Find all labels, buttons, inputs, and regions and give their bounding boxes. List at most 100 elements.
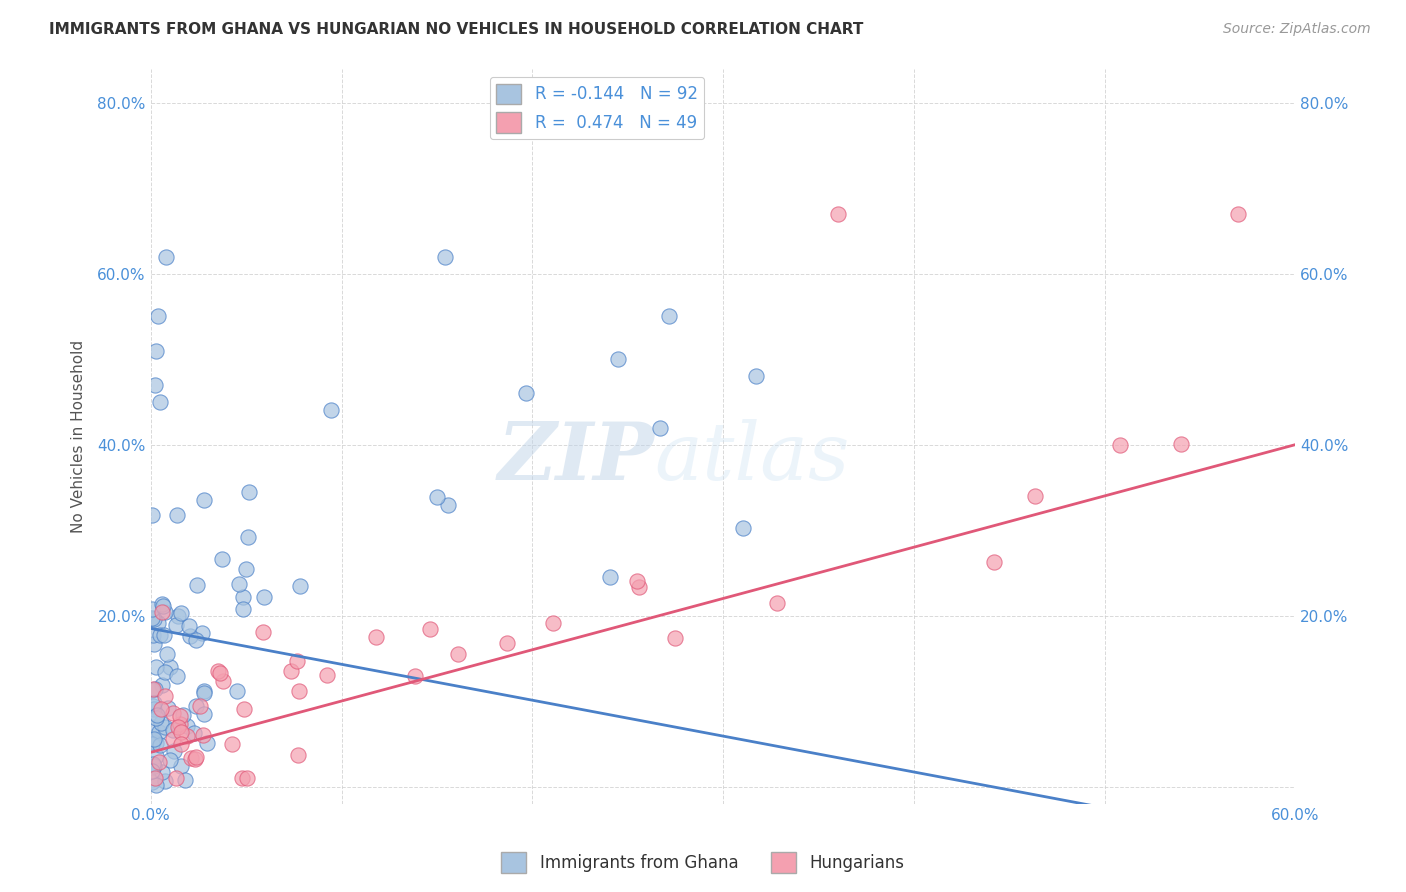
Point	[153, 605, 176, 619]
Point	[142, 702, 165, 716]
Point	[141, 611, 163, 625]
Point	[193, 707, 215, 722]
Point	[233, 702, 256, 716]
Point	[153, 628, 176, 642]
Point	[236, 530, 259, 544]
Point	[221, 737, 243, 751]
Point	[156, 648, 179, 662]
Point	[607, 352, 630, 367]
Point	[150, 597, 173, 611]
Point	[149, 702, 172, 716]
Point	[142, 682, 165, 697]
Point	[162, 706, 184, 720]
Point	[236, 771, 259, 785]
Point	[193, 684, 215, 698]
Point	[153, 720, 176, 734]
Point	[228, 576, 250, 591]
Point	[143, 681, 166, 696]
Point	[191, 625, 214, 640]
Text: ZIP: ZIP	[498, 419, 654, 497]
Point	[152, 599, 174, 613]
Point	[145, 737, 167, 751]
Point	[142, 759, 165, 773]
Point	[155, 250, 177, 264]
Point	[599, 570, 621, 584]
Point	[226, 683, 249, 698]
Point	[235, 562, 257, 576]
Point	[232, 601, 254, 615]
Point	[1108, 437, 1130, 451]
Point	[150, 605, 173, 619]
Point	[141, 683, 163, 698]
Point	[983, 555, 1005, 569]
Point	[141, 764, 163, 778]
Point	[437, 498, 460, 512]
Point	[290, 579, 312, 593]
Point	[153, 773, 176, 788]
Point	[143, 612, 166, 626]
Point	[148, 755, 170, 769]
Point	[179, 629, 201, 643]
Point	[184, 750, 207, 764]
Point	[208, 665, 231, 680]
Point	[170, 606, 193, 620]
Point	[149, 628, 172, 642]
Text: IMMIGRANTS FROM GHANA VS HUNGARIAN NO VEHICLES IN HOUSEHOLD CORRELATION CHART: IMMIGRANTS FROM GHANA VS HUNGARIAN NO VE…	[49, 22, 863, 37]
Point	[183, 726, 205, 740]
Point	[191, 728, 214, 742]
Point	[193, 686, 215, 700]
Y-axis label: No Vehicles in Household: No Vehicles in Household	[72, 340, 86, 533]
Point	[155, 689, 177, 703]
Point	[142, 732, 165, 747]
Point	[145, 343, 167, 358]
Point	[169, 717, 191, 731]
Point	[145, 778, 167, 792]
Point	[287, 654, 309, 668]
Point	[150, 678, 173, 692]
Point	[176, 719, 198, 733]
Point	[142, 627, 165, 641]
Point	[143, 377, 166, 392]
Point	[141, 737, 163, 751]
Point	[176, 729, 198, 743]
Point	[366, 630, 388, 644]
Point	[664, 631, 686, 645]
Point	[163, 744, 186, 758]
Point	[1170, 437, 1192, 451]
Point	[648, 420, 671, 434]
Point	[177, 619, 200, 633]
Point	[142, 699, 165, 714]
Point	[232, 590, 254, 604]
Point	[515, 386, 537, 401]
Text: Source: ZipAtlas.com: Source: ZipAtlas.com	[1223, 22, 1371, 37]
Point	[238, 484, 260, 499]
Point	[141, 774, 163, 789]
Point	[170, 738, 193, 752]
Point	[280, 664, 302, 678]
Point	[186, 578, 208, 592]
Point	[145, 711, 167, 725]
Point	[745, 369, 768, 384]
Text: atlas: atlas	[654, 419, 849, 497]
Point	[148, 738, 170, 752]
Point	[543, 616, 565, 631]
Point	[170, 759, 193, 773]
Point	[141, 508, 163, 522]
Point	[165, 771, 187, 785]
Point	[159, 752, 181, 766]
Point	[159, 660, 181, 674]
Point	[165, 617, 187, 632]
Point	[143, 771, 166, 785]
Point	[162, 732, 184, 747]
Point	[142, 756, 165, 771]
Point	[149, 395, 172, 409]
Point	[434, 250, 457, 264]
Point	[426, 491, 449, 505]
Point	[321, 403, 343, 417]
Point	[496, 636, 519, 650]
Point	[195, 736, 218, 750]
Point	[142, 637, 165, 651]
Point	[188, 698, 211, 713]
Point	[287, 683, 309, 698]
Point	[172, 708, 194, 723]
